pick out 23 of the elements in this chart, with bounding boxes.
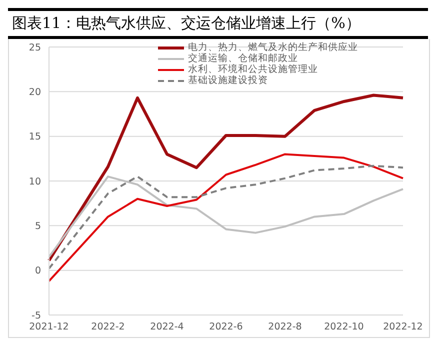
y-tick-label: 10 [28,176,41,188]
x-tick-label: 2021-12 [29,322,69,333]
legend-label: 基础设施建设投资 [188,75,268,86]
y-tick-label: 5 [34,221,41,232]
x-tick-label: 2022-4 [150,322,184,333]
x-tick-label: 2022-2 [91,322,125,333]
y-tick-label: 25 [28,42,41,54]
y-tick-label: -5 [32,310,41,322]
x-tick-label: 2022-8 [268,322,302,333]
chart-title: 图表11：电热气水供应、交运仓储业增速上行（%） [8,8,428,39]
legend-label: 交通运输、仓储和邮政业 [188,53,298,64]
line-series [48,176,404,258]
legend-label: 水利、环境和公共设施管理业 [188,64,318,75]
line-series [48,94,404,262]
legend-label: 电力、热力、燃气及水的生产和供应业 [188,42,358,53]
y-tick-label: 20 [28,87,41,98]
y-tick-label: 0 [34,266,41,277]
x-tick-label: 2022-6 [209,322,243,333]
line-series [48,153,404,282]
line-series [48,164,404,270]
y-tick-label: 15 [28,132,41,143]
x-tick-label: 2022-12 [383,322,423,333]
x-tick-label: 2022-10 [324,322,364,333]
